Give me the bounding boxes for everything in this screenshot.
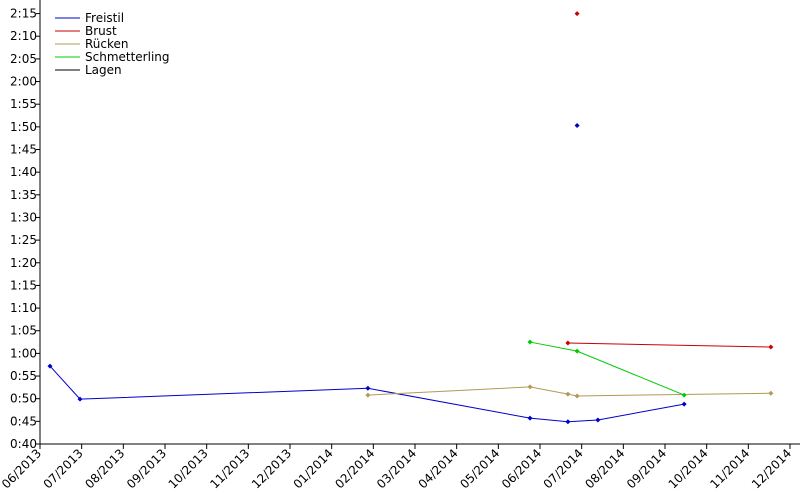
y-tick-label: 1:45 [10, 143, 37, 157]
x-tick-label: 08/2014 [582, 446, 627, 491]
x-tick-label: 03/2014 [374, 446, 419, 491]
y-tick-label: 0:50 [10, 392, 37, 406]
y-tick-label: 1:50 [10, 120, 37, 134]
point [47, 363, 53, 369]
x-tick-label: 09/2013 [124, 446, 169, 491]
x-tick-label: 08/2013 [82, 446, 127, 491]
legend-label: Rücken [85, 37, 129, 51]
y-tick-label: 1:10 [10, 301, 37, 315]
x-tick-label: 07/2013 [41, 446, 86, 491]
point [595, 417, 601, 423]
y-tick-label: 0:40 [10, 437, 37, 451]
legend-label: Freistil [85, 11, 124, 25]
x-tick-label: 06/2013 [0, 446, 44, 491]
x-tick-label: 09/2014 [624, 446, 669, 491]
y-tick-label: 2:10 [10, 29, 37, 43]
y-tick-label: 2:05 [10, 52, 37, 66]
x-tick-label: 02/2014 [332, 446, 377, 491]
point [565, 340, 571, 346]
point [527, 415, 533, 421]
x-tick-label: 12/2014 [749, 446, 794, 491]
y-tick-label: 1:30 [10, 210, 37, 224]
y-tick-label: 2:15 [10, 7, 37, 21]
x-tick-label: 12/2013 [249, 446, 294, 491]
x-tick-label: 07/2014 [541, 446, 586, 491]
point [527, 384, 533, 390]
point [365, 392, 371, 398]
x-tick-label: 05/2014 [457, 446, 502, 491]
y-tick-label: 1:05 [10, 324, 37, 338]
point [565, 391, 571, 397]
point [574, 11, 580, 17]
legend-label: Schmetterling [85, 50, 170, 64]
y-tick-label: 0:55 [10, 369, 37, 383]
x-tick-label: 11/2014 [707, 446, 752, 491]
point [768, 390, 774, 396]
point [681, 392, 687, 398]
point [565, 419, 571, 425]
point [365, 385, 371, 391]
x-tick-label: 11/2013 [207, 446, 252, 491]
y-tick-label: 1:35 [10, 188, 37, 202]
x-tick-label: 01/2014 [291, 446, 336, 491]
x-tick-label: 10/2013 [166, 446, 211, 491]
point [527, 339, 533, 345]
series-line [567, 342, 771, 348]
y-tick-label: 1:55 [10, 97, 37, 111]
legend-label: Lagen [85, 63, 122, 77]
y-tick-label: 1:25 [10, 233, 37, 247]
y-tick-label: 2:00 [10, 75, 37, 89]
legend-label: Brust [85, 24, 117, 38]
x-tick-label: 10/2014 [666, 446, 711, 491]
y-tick-label: 1:00 [10, 346, 37, 360]
point [574, 122, 580, 128]
x-tick-label: 06/2014 [499, 446, 544, 491]
x-tick-label: 04/2014 [416, 446, 461, 491]
y-tick-label: 1:40 [10, 165, 37, 179]
point [681, 401, 687, 407]
point [77, 396, 83, 402]
series-line [529, 341, 685, 396]
point [574, 348, 580, 354]
y-tick-label: 0:45 [10, 414, 37, 428]
point [768, 344, 774, 350]
y-tick-label: 1:20 [10, 256, 37, 270]
y-tick-label: 1:15 [10, 278, 37, 292]
point [574, 393, 580, 399]
